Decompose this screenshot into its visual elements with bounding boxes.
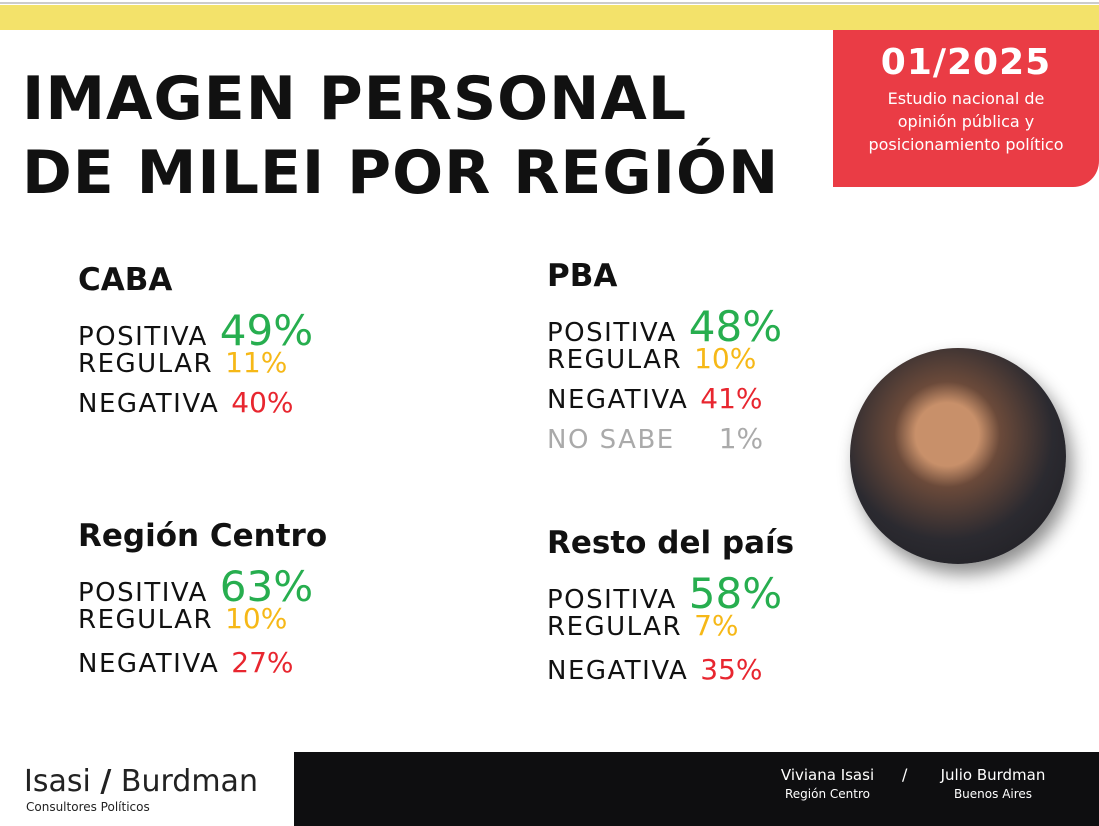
negative-value: 40% [231,386,294,419]
regular-value: 7% [694,609,739,642]
region-title: Resto del país [547,525,795,561]
person-viviana: Viviana Isasi Región Centro [770,766,885,801]
positive-value: 58% [688,569,783,618]
milei-portrait-image [850,348,1066,564]
region-title: Región Centro [78,518,328,554]
row-label: POSITIVA [547,318,677,348]
region-title: CABA [78,262,173,298]
regular-value: 11% [225,346,288,379]
negative-value: 27% [231,646,294,679]
region-pba: PBA POSITIVA 48% REGULAR 10% NEGATIVA 41% N… [547,258,782,462]
row-label: POSITIVA [547,585,677,615]
row-label: NEGATIVA [547,656,689,686]
regular-value: 10% [694,342,757,375]
study-date: 01/2025 [880,42,1052,83]
positive-value: 48% [688,302,783,351]
page-title: IMAGEN PERSONAL DE MILEI POR REGIÓN [22,62,779,210]
row-label: NEGATIVA [547,385,689,415]
top-band [0,5,1099,30]
subtitle-line: posicionamiento político [868,135,1064,154]
person-place: Buenos Aires [953,787,1033,801]
row-label: POSITIVA [78,578,208,608]
row-label: NEGATIVA [78,649,220,679]
brand-slash: / [100,764,112,799]
row-label: POSITIVA [78,322,208,352]
row-label: REGULAR [547,612,683,642]
brand-name: Burdman [120,764,258,799]
brand-name: Isasi [24,764,91,799]
subtitle-line: Estudio nacional de [887,89,1045,108]
top-rule [0,2,1099,4]
footer-separator: / [902,765,908,784]
negative-value: 35% [700,653,763,686]
title-line: DE MILEI POR REGIÓN [22,138,780,208]
row-label: NEGATIVA [78,389,220,419]
subtitle-line: opinión pública y [897,112,1035,131]
positive-value: 63% [219,562,314,611]
brand-subtitle: Consultores Políticos [26,800,150,814]
study-badge: 01/2025 Estudio nacional de opinión públ… [833,30,1099,187]
study-subtitle: Estudio nacional de opinión pública y po… [833,87,1099,156]
no-sabe-value: 1% [718,422,764,455]
row-label: REGULAR [547,345,683,375]
person-name: Julio Burdman [940,766,1046,784]
person-julio: Julio Burdman Buenos Aires [928,766,1058,801]
brand-logo: Isasi / Burdman [24,764,258,799]
region-caba: CABA POSITIVA 49% REGULAR 11% NEGATIVA 40% [78,262,313,426]
row-label: NO SABE [547,425,675,455]
row-label: REGULAR [78,349,214,379]
person-name: Viviana Isasi [780,766,875,784]
row-label: REGULAR [78,605,214,635]
footer-bar [294,752,1099,826]
regular-value: 10% [225,602,288,635]
region-resto: Resto del país POSITIVA 58% REGULAR 7% NEG… [547,525,794,693]
negative-value: 41% [700,382,763,415]
positive-value: 49% [219,306,314,355]
person-place: Región Centro [785,787,870,801]
region-centro: Región Centro POSITIVA 63% REGULAR 10% NEG… [78,518,327,686]
title-line: IMAGEN PERSONAL [22,64,688,134]
region-title: PBA [547,258,618,294]
